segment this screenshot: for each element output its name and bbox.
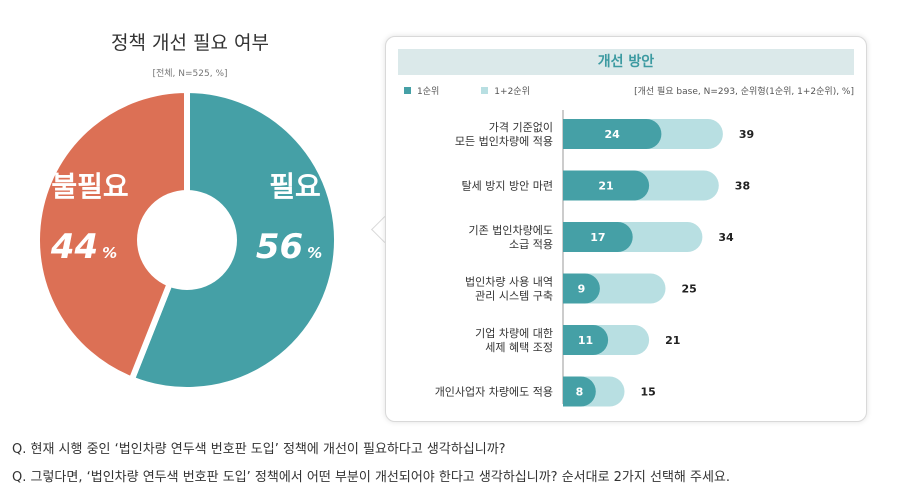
bar-rank12-value: 15	[641, 386, 656, 399]
legend-rank1: 1순위	[404, 84, 439, 97]
bar-rank1-square-end	[563, 273, 578, 304]
bar-rank12-value: 34	[718, 231, 734, 244]
category-label: 모든 법인차량에 적용	[455, 135, 553, 148]
bar-rank1	[563, 119, 662, 149]
legend-rank12-swatch	[481, 87, 489, 94]
bar-rank1	[563, 222, 633, 252]
slice-no-need	[34, 86, 190, 384]
legend-rank1-swatch	[404, 87, 411, 94]
bar-rank1-value: 24	[605, 128, 621, 141]
bar-rank12-value: 21	[665, 334, 680, 347]
category-label: 법인차량 사용 내역	[465, 276, 553, 289]
bar-rank12-value: 39	[739, 128, 754, 141]
pie-chart-title: 정책 개선 필요 여부	[111, 32, 269, 54]
bar-rank1-square-end	[563, 119, 578, 149]
bar-rank1-value: 21	[598, 180, 613, 193]
category-label: 개인사업자 차량에도 적용	[435, 386, 553, 399]
bar-rank1-square-end	[563, 376, 578, 407]
slice-no-need-label: 불필요	[51, 170, 128, 203]
legend-rank12-label: 1+2순위	[494, 87, 530, 97]
bar-rank12-value: 38	[735, 180, 750, 193]
panel-header: 개선 방안	[398, 49, 854, 75]
slice-need-label: 필요	[269, 170, 321, 203]
category-label: 관리 시스템 구축	[475, 290, 553, 303]
legend: 1순위 1+2순위	[404, 84, 572, 97]
category-label: 기존 법인차량에도	[469, 224, 553, 237]
bar-rank1-square-end	[563, 170, 578, 201]
bar-rank1	[563, 170, 650, 201]
bar-rank1-value: 11	[578, 334, 593, 347]
question-2: Q. 그렇다면, ‘법인차량 연두색 번호판 도입’ 정책에서 어떤 부분이 개…	[12, 470, 731, 485]
bar-rank1-square-end	[563, 222, 578, 252]
question-1: Q. 현재 시행 중인 ‘법인차량 연두색 번호판 도입’ 정책에 개선이 필요…	[12, 442, 506, 457]
category-label: 가격 기준없이	[489, 121, 553, 134]
bar-rank12-value: 25	[682, 283, 697, 296]
bar-rank1-value: 9	[578, 283, 586, 296]
legend-rank12: 1+2순위	[481, 84, 530, 97]
bar-rank1-value: 8	[576, 386, 584, 399]
donut-hole	[137, 190, 237, 290]
category-label: 소급 적용	[509, 238, 553, 251]
bar-rank1-square-end	[563, 325, 578, 355]
category-label: 탈세 방지 방안 마련	[462, 180, 553, 193]
category-label: 기업 차량에 대한	[475, 327, 553, 340]
bar-rank1-value: 17	[590, 231, 605, 244]
category-label: 세제 혜택 조정	[485, 341, 553, 354]
pie-chart-subtitle: [전체, N=525, %]	[152, 69, 228, 79]
legend-rank1-label: 1순위	[417, 87, 440, 97]
base-note: [개선 필요 base, N=293, 순위형(1순위, 1+2순위), %]	[634, 87, 854, 97]
